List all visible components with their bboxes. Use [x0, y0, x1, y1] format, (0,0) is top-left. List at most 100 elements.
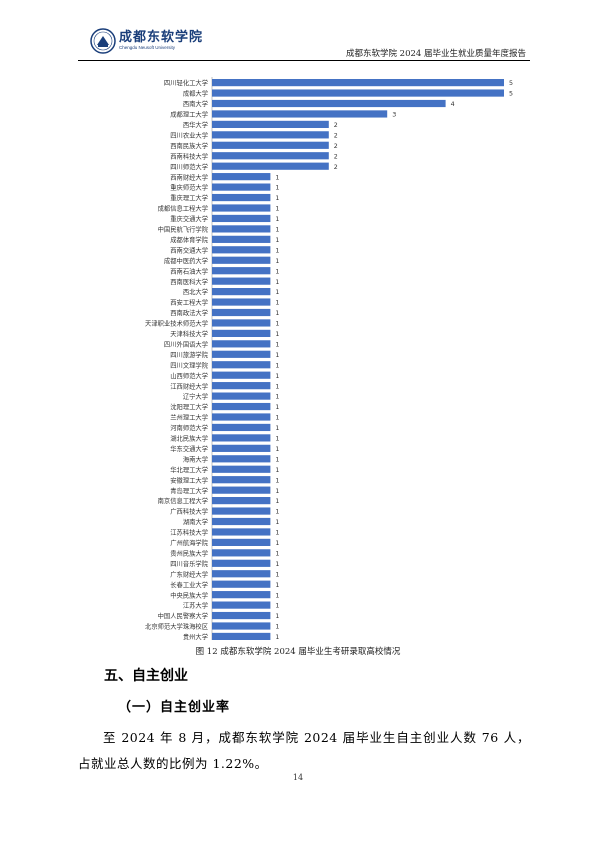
bar: [212, 622, 271, 630]
bar: [212, 423, 271, 432]
logo-chinese-text: 成都东软学院: [119, 30, 204, 45]
category-label: 广西科技大学: [170, 507, 208, 516]
value-label: 1: [275, 477, 279, 484]
category-label: 四川师范大学: [170, 162, 208, 171]
category-label: 华北理工大学: [170, 465, 208, 474]
bar: [212, 591, 271, 599]
bar: [212, 193, 271, 202]
bar: [212, 298, 271, 306]
category-label: 成都大学: [183, 89, 208, 98]
category-label: 安徽理工大学: [170, 475, 208, 484]
value-label: 5: [509, 80, 513, 87]
value-label: 1: [275, 258, 279, 265]
bar: [212, 476, 271, 484]
bar: [212, 308, 271, 317]
value-label: 1: [275, 446, 279, 453]
category-label: 兰州理工大学: [170, 413, 208, 422]
category-label: 江苏大学: [183, 601, 208, 610]
bar: [212, 319, 271, 327]
category-label: 四川轻化工大学: [164, 78, 208, 87]
value-label: 1: [275, 634, 279, 640]
category-label: 重庆交通大学: [170, 214, 208, 223]
category-label: 西南医科大学: [170, 277, 208, 286]
category-label: 西北大学: [183, 287, 208, 296]
value-label: 1: [275, 582, 279, 589]
bar: [212, 444, 271, 452]
value-label: 2: [334, 132, 338, 139]
bar: [212, 601, 271, 609]
category-label: 长春工业大学: [170, 580, 208, 589]
bar: [212, 350, 271, 358]
bar: [212, 235, 271, 243]
category-label: 成都理工大学: [170, 110, 208, 119]
value-label: 1: [275, 394, 279, 401]
value-label: 4: [451, 101, 455, 108]
bar: [212, 455, 271, 463]
bar: [212, 131, 329, 139]
bar: [212, 79, 504, 87]
bar: [212, 288, 271, 296]
category-label: 四川音乐学院: [170, 559, 208, 568]
value-label: 1: [275, 227, 279, 234]
bar: [212, 486, 271, 494]
report-header-title: 成都东软学院 2024 届毕业生就业质量年度报告: [345, 49, 526, 59]
category-label: 青岛理工大学: [170, 486, 208, 495]
category-label: 贵州大学: [183, 632, 208, 640]
bar: [212, 141, 329, 149]
value-label: 1: [275, 425, 279, 432]
body-paragraph: 至 2024 年 8 月，成都东软学院 2024 届毕业生自主创业人数 76 人…: [78, 730, 530, 771]
value-label: 1: [275, 362, 279, 369]
category-label: 四川外国语大学: [164, 339, 208, 348]
value-label: 1: [275, 519, 279, 526]
bar: [212, 340, 271, 348]
value-label: 2: [334, 143, 338, 150]
category-label: 湖南大学: [183, 517, 208, 526]
category-label: 北京师范大学珠海校区: [145, 622, 208, 631]
value-label: 1: [275, 509, 279, 516]
category-label: 沈阳理工大学: [170, 402, 208, 411]
category-label: 河南师范大学: [170, 423, 208, 432]
value-label: 1: [275, 498, 279, 505]
category-label: 成都中医药大学: [164, 256, 208, 265]
bar: [212, 152, 329, 160]
value-label: 1: [275, 571, 279, 578]
category-label: 中央民族大学: [170, 590, 208, 599]
value-label: 1: [275, 279, 279, 286]
bar: [212, 361, 271, 369]
bar: [212, 434, 271, 442]
value-label: 1: [275, 383, 279, 390]
bar: [212, 611, 271, 620]
value-label: 1: [275, 613, 279, 620]
bar: [212, 173, 271, 181]
value-label: 2: [334, 153, 338, 160]
value-label: 1: [275, 540, 279, 547]
bar: [212, 162, 329, 170]
university-seal-icon: [90, 28, 116, 54]
value-label: 1: [275, 247, 279, 254]
header-divider: [78, 60, 530, 61]
value-label: 1: [275, 237, 279, 244]
value-label: 1: [275, 592, 279, 599]
logo: 成都东软学院 Chengdu Neusoft University: [90, 28, 203, 54]
value-label: 1: [275, 624, 279, 631]
category-label: 西南民族大学: [170, 141, 208, 150]
category-label: 南京信息工程大学: [158, 496, 208, 505]
category-label: 江西财经大学: [170, 381, 208, 390]
value-label: 1: [275, 216, 279, 223]
figure-caption: 图 12 成都东软学院 2024 届毕业生考研录取高校情况: [195, 647, 401, 657]
bar: [212, 402, 271, 411]
bar: [212, 204, 271, 212]
bar: [212, 517, 271, 526]
value-label: 1: [275, 373, 279, 380]
bar: [212, 507, 271, 515]
bar: [212, 267, 271, 275]
category-label: 西南政法大学: [170, 308, 208, 317]
value-label: 1: [275, 436, 279, 443]
category-label: 华东交通大学: [170, 444, 208, 453]
category-label: 天津职业技术师范大学: [145, 319, 208, 328]
value-label: 1: [275, 206, 279, 213]
category-label: 西南大学: [183, 99, 208, 108]
bar: [212, 382, 271, 390]
value-label: 1: [275, 289, 279, 296]
value-label: 1: [275, 310, 279, 317]
